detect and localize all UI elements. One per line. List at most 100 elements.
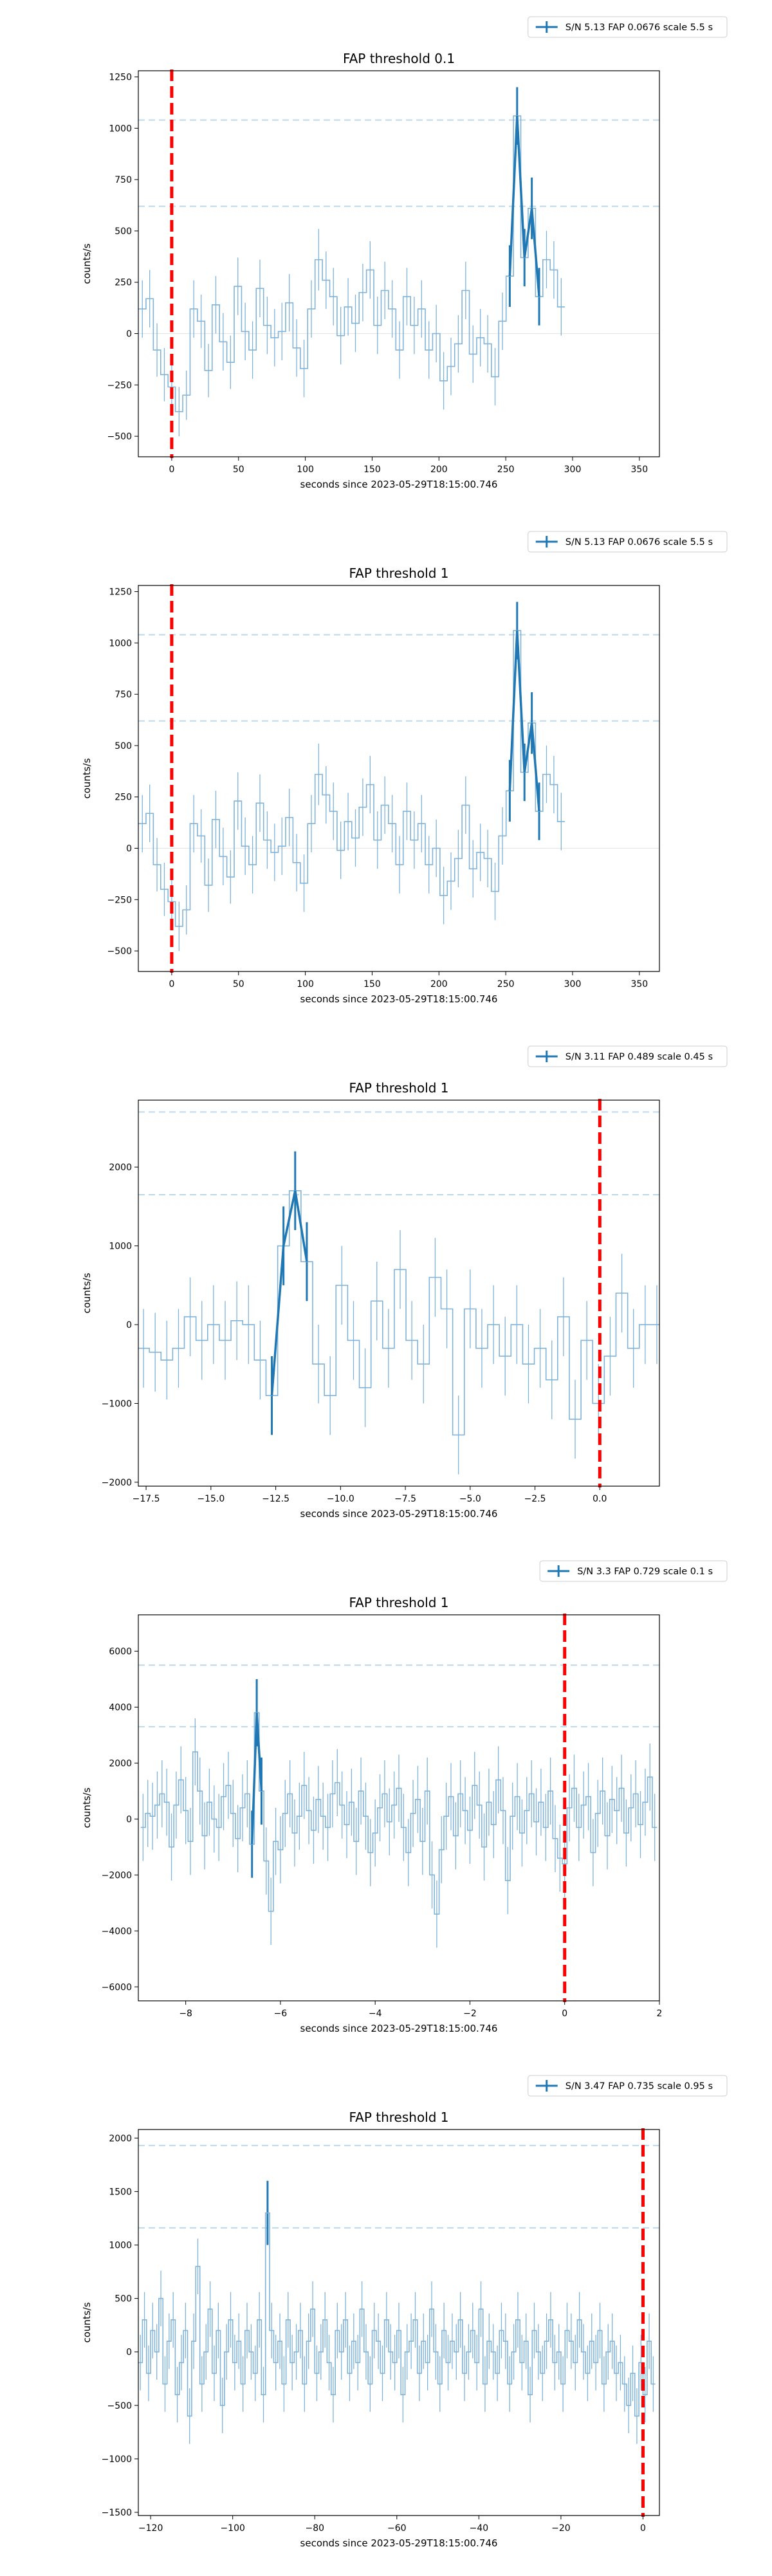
x-tick-label: −120 [138,2523,163,2534]
x-tick-label: −4 [369,2009,382,2019]
highlight-line [508,116,540,297]
legend: S/N 5.13 FAP 0.0676 scale 5.5 s [528,531,728,553]
legend: S/N 3.11 FAP 0.489 scale 0.45 s [528,1045,728,1067]
x-tick-label: 2 [657,2009,663,2019]
chart-title: FAP threshold 1 [349,1595,448,1610]
legend: S/N 5.13 FAP 0.0676 scale 5.5 s [528,16,728,38]
x-tick-label: −8 [179,2009,192,2019]
x-tick-label: 300 [564,465,582,475]
legend-label: S/N 5.13 FAP 0.0676 scale 5.5 s [565,537,713,547]
chart-1-svg: 0 50 100 150 200 250 300 350 −500 −250 0 250 500 750 1… [81,16,728,490]
x-axis-label: seconds since 2023-05-29T18:15:00.746 [300,2537,498,2549]
y-axis-label: counts/s [81,1787,93,1828]
chart-panel-5: −120 −100 −80 −60 −40 −20 0 −1500 −1000 −500 0 500 1… [0,2059,772,2573]
y-tick-label: 1250 [109,587,132,598]
legend-box [528,2075,728,2097]
x-tick-label: 0.0 [593,1494,607,1504]
y-tick-label: 0 [126,844,132,854]
y-tick-label: −500 [107,2401,132,2411]
axes-frame [138,1099,660,1487]
y-tick-label: 1500 [109,2187,132,2197]
y-tick-label: 1250 [109,73,132,83]
x-axis-label: seconds since 2023-05-29T18:15:00.746 [300,1508,498,1520]
axes-frame [138,1614,660,2001]
y-axis-label: counts/s [81,1273,93,1313]
x-tick-label: 0 [169,979,174,989]
y-tick-label: −6000 [102,1982,132,1992]
plot-area [138,87,659,437]
chart-panel-4: −8 −6 −4 −2 0 2 −6000 −4000 −2000 0 2000 4000 6000 FA… [0,1544,772,2059]
x-tick-label: −60 [387,2523,407,2534]
legend-box [528,531,728,553]
x-tick-label: 350 [630,465,648,475]
x-tick-label: −17.5 [133,1494,160,1504]
chart-panel-3: −17.5 −15.0 −12.5 −10.0 −7.5 −5.0 −2.5 0.0 −2000… [0,1029,772,1544]
y-tick-label: 1000 [109,638,132,649]
y-tick-label: 0 [126,1814,132,1825]
chart-panel-2: 0 50 100 150 200 250 300 350 −500 −250 0 250 500 750 1… [0,515,772,1029]
plot-area [138,1664,659,1948]
x-tick-label: −2.5 [524,1494,546,1504]
x-tick-label: 200 [430,979,448,989]
legend: S/N 3.47 FAP 0.735 scale 0.95 s [528,2075,728,2097]
y-tick-label: −1500 [102,2508,132,2518]
y-tick-label: 250 [115,278,132,288]
x-tick-label: −20 [551,2523,571,2534]
axes-frame [138,2129,660,2516]
y-tick-label: −2000 [102,1870,132,1881]
chart-title: FAP threshold 1 [349,566,448,581]
legend-label: S/N 3.11 FAP 0.489 scale 0.45 s [565,1052,713,1062]
y-tick-label: 2000 [109,1758,132,1769]
chart-5-svg: −120 −100 −80 −60 −40 −20 0 −1500 −1000 −500 0 500 1… [81,2075,728,2549]
y-tick-label: −4000 [102,1926,132,1937]
x-tick-label: 0 [640,2523,646,2534]
legend-label: S/N 3.47 FAP 0.735 scale 0.95 s [565,2081,713,2092]
axes-frame [138,70,660,457]
series-line [140,1712,657,1915]
x-tick-label: 100 [297,465,314,475]
legend: S/N 3.3 FAP 0.729 scale 0.1 s [539,1560,728,1582]
x-tick-label: 200 [430,465,448,475]
x-tick-label: −40 [470,2523,489,2534]
x-tick-label: −10.0 [327,1494,354,1504]
series-line [138,1190,659,1436]
highlight-line [250,1713,263,1845]
legend-label: S/N 5.13 FAP 0.0676 scale 5.5 s [565,23,713,33]
legend-label: S/N 3.3 FAP 0.729 scale 0.1 s [577,1567,713,1577]
plot-area [138,2144,659,2444]
y-tick-label: 1000 [109,124,132,134]
x-tick-label: −6 [274,2009,288,2019]
chart-title: FAP threshold 1 [349,1080,448,1096]
highlight-line [508,630,540,812]
x-tick-label: 50 [233,979,244,989]
y-axis-label: counts/s [81,2302,93,2342]
y-tick-label: −250 [107,380,132,391]
y-tick-label: 0 [126,2348,132,2358]
x-tick-label: −7.5 [394,1494,416,1504]
chart-4-svg: −8 −6 −4 −2 0 2 −6000 −4000 −2000 0 2000 4000 6000 FA… [81,1560,728,2034]
x-tick-label: 250 [497,465,515,475]
chart-2-svg: 0 50 100 150 200 250 300 350 −500 −250 0 250 500 750 1… [81,531,728,1005]
y-axis-label: counts/s [81,758,93,798]
legend-box [528,16,728,38]
highlight-line [270,1190,308,1396]
x-tick-label: −5.0 [459,1494,481,1504]
x-tick-label: 350 [630,979,648,989]
legend-box [539,1560,728,1582]
y-tick-label: −1000 [102,2454,132,2465]
axes-frame [138,585,660,972]
x-tick-label: 0 [562,2009,567,2019]
chart-title: FAP threshold 1 [349,2110,448,2125]
y-tick-label: 500 [115,741,132,751]
x-tick-label: −15.0 [197,1494,225,1504]
y-tick-label: 500 [115,2294,132,2305]
x-tick-label: 0 [169,465,174,475]
x-tick-label: −2 [463,2009,477,2019]
y-tick-label: 250 [115,793,132,803]
y-tick-label: 1000 [109,1242,132,1252]
x-tick-label: 150 [363,465,381,475]
x-tick-label: 150 [363,979,381,989]
x-tick-label: −80 [305,2523,324,2534]
y-tick-label: −500 [107,946,132,957]
